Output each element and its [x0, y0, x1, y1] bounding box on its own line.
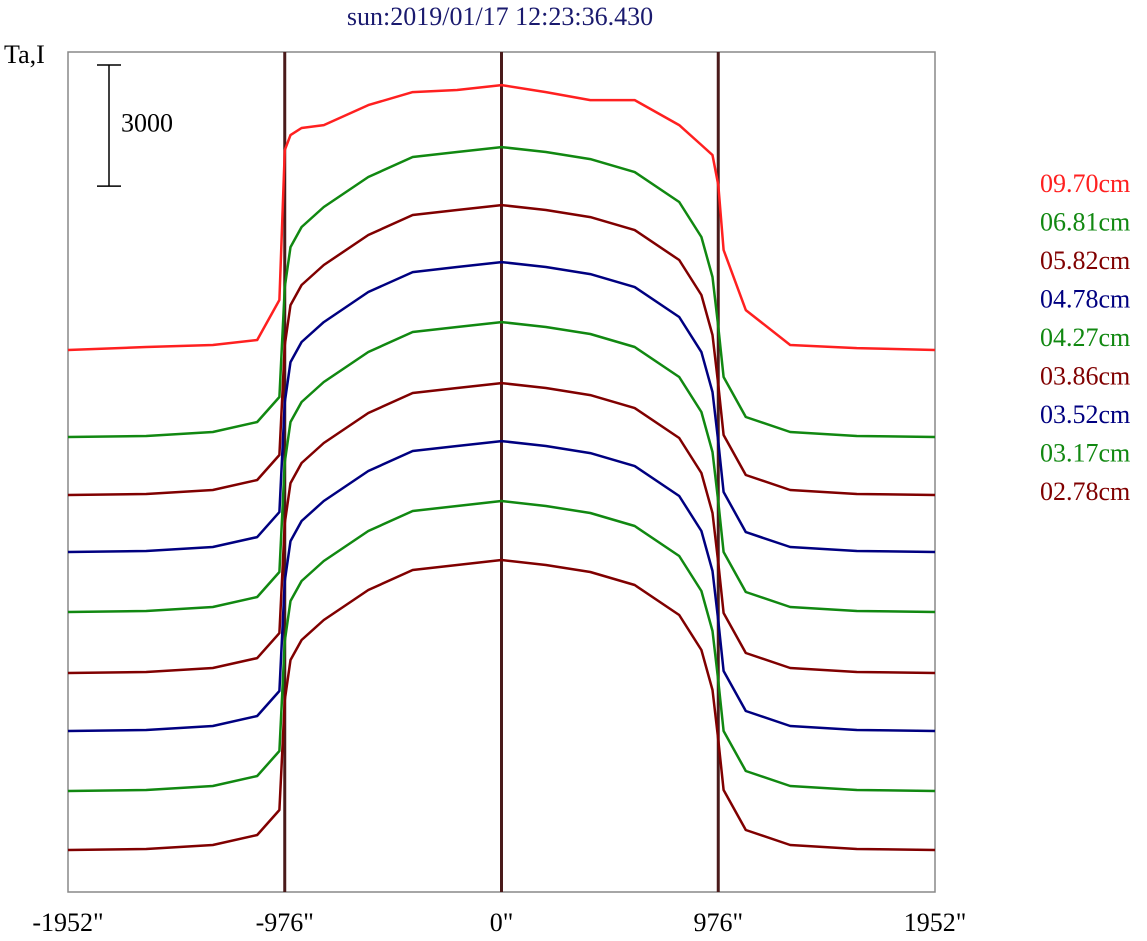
legend-entry: 09.70cm [1040, 169, 1130, 198]
series-line [67, 381, 936, 675]
chart-title: sun:2019/01/17 12:23:36.430 [347, 2, 653, 31]
legend-entry: 03.52cm [1040, 400, 1130, 429]
series-line [67, 83, 936, 352]
legend-entry: 05.82cm [1040, 246, 1130, 275]
legend-entry: 04.78cm [1040, 284, 1130, 313]
legend-entry: 02.78cm [1040, 477, 1130, 506]
series-line [67, 320, 936, 614]
x-tick-label: 0" [490, 908, 514, 937]
y-axis-label: Ta,I [4, 40, 45, 69]
series-line [67, 145, 936, 439]
legend-entry: 04.27cm [1040, 323, 1130, 352]
legend-entry: 06.81cm [1040, 207, 1130, 236]
x-tick-label: -1952" [32, 908, 103, 937]
legend-entry: 03.86cm [1040, 361, 1130, 390]
series-line [67, 260, 936, 554]
scale-bar-label: 3000 [121, 109, 173, 138]
series-line [67, 439, 936, 733]
x-tick-label: 976" [693, 908, 743, 937]
series-line [67, 499, 936, 793]
x-tick-label: 1952" [904, 908, 967, 937]
series-line [67, 203, 936, 497]
x-tick-label: -976" [256, 908, 314, 937]
legend-entry: 03.17cm [1040, 438, 1130, 467]
series-line [67, 558, 936, 852]
